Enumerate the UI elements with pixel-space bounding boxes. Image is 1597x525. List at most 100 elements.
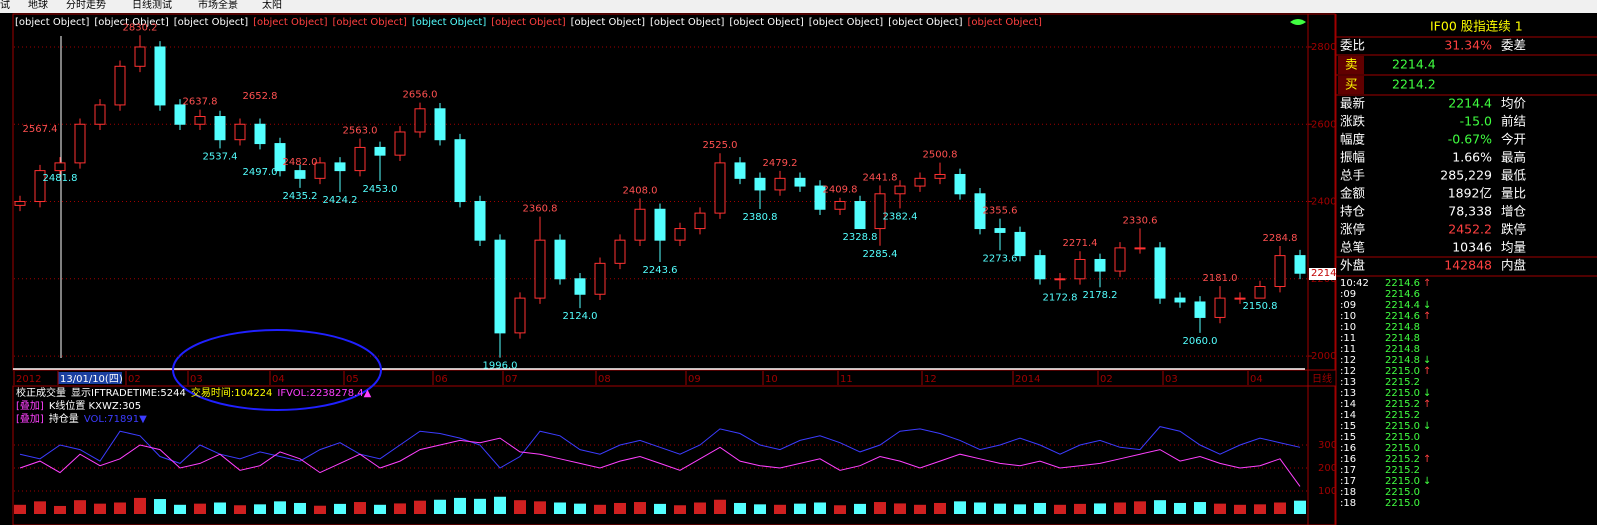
menu-bar xyxy=(0,0,1597,13)
tick-time: :16 xyxy=(1340,454,1356,465)
indicator-frame xyxy=(12,385,1336,525)
tick-time: :10 xyxy=(1340,311,1356,322)
menu-item: 市场全景 xyxy=(198,0,238,11)
volume-bar xyxy=(1254,504,1266,514)
tick-price: 2215.0 xyxy=(1385,421,1420,432)
volume-bar xyxy=(474,498,486,514)
candle-body xyxy=(854,201,866,230)
value: 2214.4 xyxy=(1392,57,1436,72)
price-annotation: 2330.6 xyxy=(1123,215,1158,226)
volume-bar xyxy=(94,503,106,514)
label: 最新 xyxy=(1340,96,1365,111)
volume-bar xyxy=(214,502,226,514)
indicator-text: [叠加] xyxy=(16,400,44,412)
candle-body xyxy=(494,239,506,334)
candle-body xyxy=(574,278,586,295)
candle-body xyxy=(1134,247,1146,250)
candle-body xyxy=(654,208,666,241)
value: -0.67% xyxy=(1448,132,1492,147)
candle-body xyxy=(914,177,926,187)
header-item: [object Object] xyxy=(888,17,962,28)
volume-bar xyxy=(1294,500,1306,514)
tick-time: :17 xyxy=(1340,465,1356,476)
price-annotation: 2652.8 xyxy=(243,91,278,102)
indicator-text: 持仓量 xyxy=(49,412,79,425)
candle-body xyxy=(994,228,1006,233)
tick-time: :10 xyxy=(1340,322,1356,333)
candle-body xyxy=(834,201,846,210)
volume-bar xyxy=(1174,502,1186,514)
volume-bar xyxy=(794,503,806,514)
candle-body xyxy=(1234,297,1246,300)
candle-body xyxy=(134,46,146,67)
x-tick-label: 04 xyxy=(1250,374,1263,385)
tick-time: :15 xyxy=(1340,432,1356,443)
tick-price: 2215.0 xyxy=(1385,388,1420,399)
candle-body xyxy=(54,162,66,172)
tick-price: 2215.2 xyxy=(1385,399,1420,410)
quote-title: IF00 股指连续 1 xyxy=(1430,19,1523,34)
menu-item: 分时走势 xyxy=(66,0,106,11)
price-annotation: 1996.0 xyxy=(483,361,518,372)
tick-price: 2214.6 xyxy=(1385,289,1420,300)
volume-bar xyxy=(914,504,926,514)
candle-body xyxy=(934,173,946,179)
volume-bar xyxy=(1114,502,1126,514)
volume-bar xyxy=(1154,500,1166,514)
header-item: [object Object] xyxy=(253,17,327,28)
volume-bar xyxy=(854,503,866,514)
candle-body xyxy=(754,177,766,191)
candle-body xyxy=(974,193,986,230)
value: 1892亿 xyxy=(1448,186,1492,201)
tick-arrow: ↑ xyxy=(1423,454,1431,465)
price-annotation: 2537.4 xyxy=(203,151,238,162)
candle-body xyxy=(1054,278,1066,281)
volume-bar xyxy=(654,503,666,514)
label: 跌停 xyxy=(1501,222,1526,237)
x-tick-label: 02 xyxy=(128,374,141,385)
tick-time: :16 xyxy=(1340,443,1356,454)
candle-body xyxy=(774,177,786,191)
volume-bar xyxy=(594,504,606,514)
volume-bar xyxy=(254,504,266,514)
price-annotation: 2453.0 xyxy=(363,184,398,195)
volume-bar xyxy=(194,503,206,514)
candle-body xyxy=(294,170,306,179)
candle-body xyxy=(534,239,546,299)
candle-body xyxy=(1174,297,1186,303)
volume-bar xyxy=(134,497,146,514)
tick-time: :11 xyxy=(1340,344,1356,355)
price-annotation: 2525.0 xyxy=(703,140,738,151)
header-item: [object Object] xyxy=(174,17,248,28)
candle-body xyxy=(1014,231,1026,257)
tick-time: :14 xyxy=(1340,399,1356,410)
candle-body xyxy=(394,131,406,156)
price-annotation: 2424.2 xyxy=(323,195,358,206)
tick-price: 2214.8 xyxy=(1385,333,1420,344)
label: 均价 xyxy=(1501,96,1527,111)
y-tick-label: 2400 xyxy=(1311,197,1336,208)
price-annotation: 2382.4 xyxy=(883,211,918,222)
y-tick-label: 2600 xyxy=(1311,119,1336,130)
tick-arrow: ↑ xyxy=(1423,399,1431,410)
candle-body xyxy=(1154,247,1166,299)
candle-body xyxy=(154,46,166,106)
volume-bar xyxy=(394,503,406,514)
tick-time: :13 xyxy=(1340,377,1356,388)
volume-bar xyxy=(454,497,466,514)
x-tick-label: 2012 xyxy=(16,374,41,385)
candle-body xyxy=(454,139,466,203)
candle-body xyxy=(874,193,886,230)
candle-body xyxy=(634,208,646,241)
position-line xyxy=(19,426,1301,469)
label-bg xyxy=(1338,76,1364,94)
volume-bar xyxy=(34,501,46,514)
tick-time: :11 xyxy=(1340,333,1356,344)
price-annotation: 2481.8 xyxy=(43,173,78,184)
value: -15.0 xyxy=(1460,114,1492,129)
candle-body xyxy=(1274,255,1286,288)
candle-body xyxy=(34,170,46,203)
candle-body xyxy=(354,146,366,172)
value: 31.34% xyxy=(1444,38,1492,53)
